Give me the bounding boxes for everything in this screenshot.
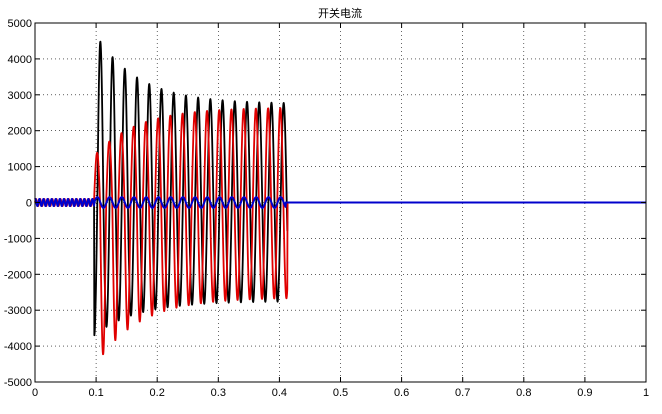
x-tick-label: 0 — [32, 387, 38, 399]
series-layer — [34, 40, 647, 356]
y-tick-label: -1000 — [4, 233, 32, 245]
y-tick-label: 3000 — [8, 90, 32, 102]
y-tick-label: 0 — [26, 198, 32, 210]
y-tick-label: 2000 — [8, 126, 32, 138]
x-tick-label: 0.2 — [150, 387, 165, 399]
x-tick-label: 0.9 — [577, 387, 592, 399]
y-tick-label: -3000 — [4, 305, 32, 317]
y-tick-label: -5000 — [4, 377, 32, 389]
x-tick-label: 0.6 — [394, 387, 409, 399]
x-tick-label: 0.1 — [88, 387, 103, 399]
chart-title: 开关电流 — [318, 6, 362, 20]
x-tick-label: 0.3 — [211, 387, 226, 399]
y-tick-label: 1000 — [8, 162, 32, 174]
y-tick-label: -2000 — [4, 269, 32, 281]
series-line-3 — [34, 196, 647, 209]
x-tick-label: 0.5 — [333, 387, 348, 399]
x-tick-label: 1 — [643, 387, 649, 399]
x-tick-label: 0.4 — [272, 387, 287, 399]
x-tick-label: 0.7 — [455, 387, 470, 399]
y-tick-label: 4000 — [8, 54, 32, 66]
y-tick-label: 5000 — [8, 18, 32, 30]
ticks: 0 0.1 0.2 0.3 0.4 0.5 0.6 0.7 0.8 0.9 1 5000 4000 300… — [4, 18, 649, 399]
x-tick-label: 0.8 — [516, 387, 531, 399]
y-tick-label: -4000 — [4, 341, 32, 353]
